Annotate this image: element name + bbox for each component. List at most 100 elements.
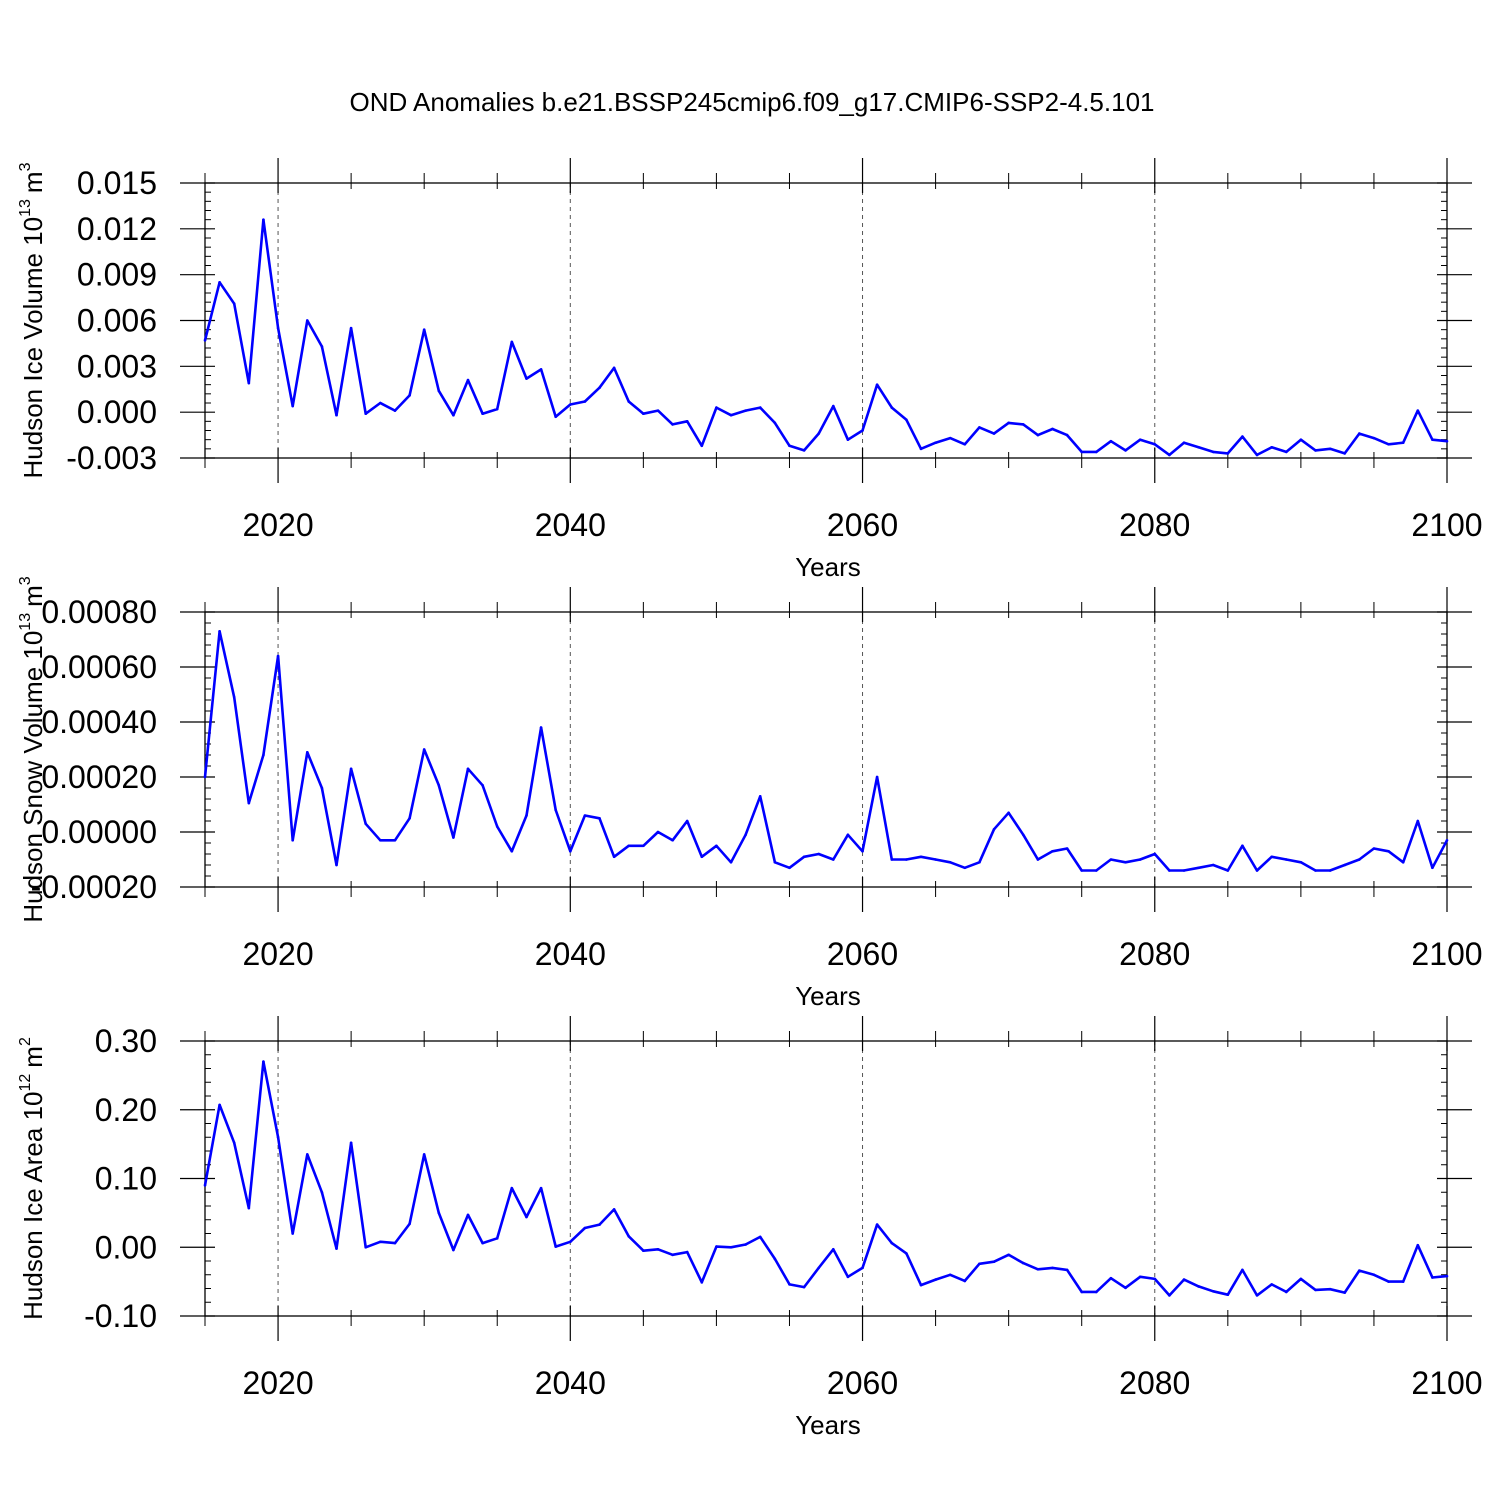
data-point bbox=[934, 858, 937, 861]
y-axis-label-exponent: 13 bbox=[17, 199, 34, 217]
y-axis-label-unit: m bbox=[18, 1046, 48, 1068]
data-point bbox=[203, 339, 207, 342]
data-point bbox=[1270, 855, 1273, 859]
data-point bbox=[744, 409, 747, 412]
data-point bbox=[1080, 1290, 1084, 1294]
data-point bbox=[510, 340, 514, 344]
data-point bbox=[335, 863, 338, 867]
data-point bbox=[1007, 811, 1010, 815]
data-point bbox=[1416, 409, 1420, 412]
y-tick-label: 0.012 bbox=[77, 211, 157, 247]
data-point bbox=[1401, 441, 1405, 445]
data-point bbox=[1168, 453, 1171, 457]
data-point bbox=[1138, 438, 1142, 441]
data-point bbox=[963, 442, 967, 446]
data-point bbox=[963, 1279, 967, 1283]
data-point bbox=[349, 326, 353, 330]
data-point bbox=[364, 1245, 368, 1249]
data-point bbox=[1328, 447, 1332, 451]
data-point bbox=[715, 844, 718, 848]
y-tick-label: 0.00 bbox=[95, 1229, 157, 1265]
data-point bbox=[1284, 858, 1288, 861]
data-point bbox=[671, 423, 674, 426]
data-point bbox=[832, 1248, 835, 1251]
data-point bbox=[247, 1206, 251, 1210]
data-point bbox=[758, 794, 762, 798]
data-point bbox=[861, 1266, 864, 1270]
data-point bbox=[1314, 449, 1317, 452]
data-point bbox=[1372, 436, 1376, 440]
data-point bbox=[1226, 869, 1230, 872]
y-tick-label: 0.009 bbox=[77, 257, 157, 293]
data-point bbox=[554, 415, 557, 419]
data-point bbox=[875, 775, 879, 779]
data-point bbox=[890, 1241, 894, 1245]
data-point bbox=[978, 860, 981, 864]
data-point bbox=[1358, 1269, 1361, 1272]
data-point bbox=[583, 814, 587, 817]
y-tick-label: 0.00020 bbox=[41, 759, 157, 795]
data-point bbox=[1182, 1278, 1186, 1281]
data-point bbox=[948, 1273, 952, 1277]
data-point bbox=[320, 345, 324, 348]
data-point bbox=[1168, 1294, 1171, 1297]
data-point bbox=[364, 412, 368, 415]
data-point bbox=[1124, 860, 1127, 864]
figure-title: OND Anomalies b.e21.BSSP245cmip6.f09_g17… bbox=[349, 87, 1154, 117]
y-tick-label: 0.00060 bbox=[41, 649, 157, 685]
data-point bbox=[305, 750, 309, 754]
panel-2: -0.00020 0.00000 0.00020 0.00040 0.00060 0.00… bbox=[17, 576, 1483, 1011]
y-axis-label-exponent: 12 bbox=[17, 1074, 34, 1092]
data-point bbox=[1328, 1287, 1332, 1291]
data-point bbox=[700, 444, 704, 448]
data-point bbox=[773, 421, 777, 425]
data-point bbox=[218, 629, 221, 633]
data-point bbox=[934, 1278, 937, 1281]
panel-1: -0.003 0.000 0.003 0.006 0.009 0.012 0.015 2020… bbox=[17, 158, 1483, 582]
data-point bbox=[890, 406, 894, 409]
data-point bbox=[481, 412, 484, 415]
data-point bbox=[875, 1223, 879, 1226]
x-tick-label: 2100 bbox=[1411, 507, 1482, 543]
panels: -0.0030.0000.0030.0060.0090.0120.0152020… bbox=[17, 158, 1483, 1440]
data-point bbox=[379, 1240, 382, 1244]
data-point bbox=[832, 404, 835, 408]
data-point bbox=[978, 426, 981, 429]
y-axis-label-unit-exponent: 3 bbox=[17, 576, 34, 585]
data-point bbox=[1416, 1243, 1420, 1247]
data-point bbox=[905, 858, 908, 861]
data-point bbox=[525, 814, 528, 817]
data-point bbox=[1211, 1289, 1215, 1293]
data-point bbox=[203, 775, 207, 779]
data-point bbox=[773, 1257, 777, 1261]
data-point bbox=[1431, 866, 1434, 870]
data-point bbox=[1021, 833, 1025, 837]
y-tick-label: 0.00000 bbox=[41, 814, 157, 850]
data-point bbox=[568, 849, 572, 853]
data-point bbox=[1051, 849, 1054, 853]
data-point bbox=[612, 855, 616, 859]
plot-frame bbox=[204, 182, 1448, 459]
y-tick-label: 0.00040 bbox=[41, 704, 157, 740]
data-point bbox=[1036, 1267, 1040, 1271]
data-point bbox=[510, 1186, 514, 1190]
data-point bbox=[1153, 852, 1157, 856]
plot-frame bbox=[204, 611, 1448, 888]
data-point bbox=[1299, 860, 1303, 864]
data-point bbox=[788, 1283, 791, 1286]
y-tick-label: 0.00080 bbox=[41, 594, 157, 630]
data-point bbox=[656, 409, 660, 412]
data-point bbox=[422, 328, 426, 331]
y-axis-label-unit: m bbox=[18, 171, 48, 193]
data-point bbox=[1416, 819, 1420, 823]
data-point bbox=[1197, 446, 1200, 449]
x-tick-label: 2060 bbox=[827, 936, 898, 972]
data-point bbox=[627, 400, 631, 403]
data-point bbox=[349, 1141, 353, 1145]
data-point bbox=[671, 838, 674, 842]
data-point bbox=[627, 844, 631, 848]
data-point bbox=[379, 838, 382, 842]
data-point bbox=[1401, 1280, 1405, 1283]
data-point bbox=[685, 819, 689, 823]
data-point bbox=[1211, 863, 1215, 867]
